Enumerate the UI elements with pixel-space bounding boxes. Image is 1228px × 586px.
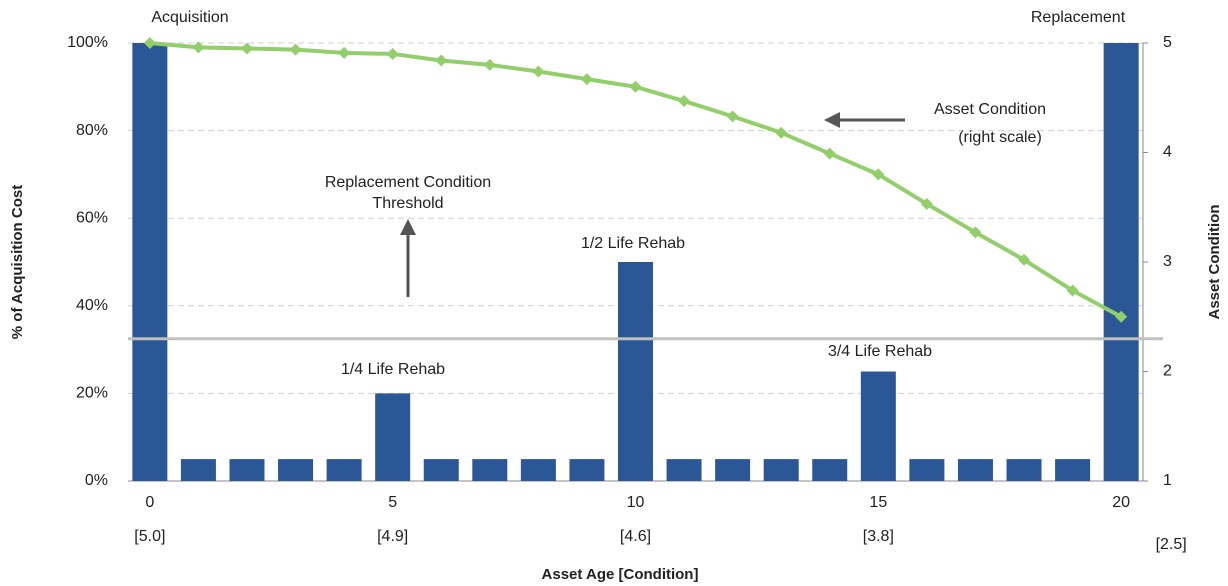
line-marker <box>1018 253 1031 266</box>
bar <box>569 459 605 481</box>
annotation: Replacement Condition <box>325 174 491 191</box>
bar <box>180 459 216 481</box>
line-marker <box>143 37 156 49</box>
y2-tick-label: 2 <box>1163 363 1172 380</box>
line-marker <box>726 110 739 123</box>
bar <box>1055 459 1091 481</box>
y-tick-label: 40% <box>76 297 108 314</box>
line-marker <box>629 80 642 93</box>
bar <box>909 459 945 481</box>
y-tick-label: 0% <box>85 472 108 489</box>
y2-tick-label: 4 <box>1163 144 1172 161</box>
line-marker <box>386 47 399 60</box>
bar <box>326 459 362 481</box>
condition-label: [4.9] <box>377 528 408 545</box>
line-marker <box>483 58 496 71</box>
condition-label: [4.6] <box>620 528 651 545</box>
annotation: Replacement <box>1031 9 1126 26</box>
bar <box>618 262 653 481</box>
line-marker <box>192 41 205 54</box>
condition-label: [5.0] <box>134 528 165 545</box>
x-axis-label: Asset Age [Condition] <box>542 566 699 583</box>
y2-tick-label: 5 <box>1163 34 1172 51</box>
y-tick-label: 80% <box>76 122 108 139</box>
line-marker <box>872 168 885 181</box>
y-tick-label: 20% <box>76 385 108 402</box>
arrow-head <box>824 112 840 128</box>
bar <box>472 459 508 481</box>
line-marker <box>435 54 448 67</box>
y-axis-label: % of Acquisition Cost <box>9 185 26 339</box>
line-marker <box>338 46 351 59</box>
arrow-head <box>400 219 416 235</box>
line-marker <box>580 73 593 86</box>
bar <box>132 43 168 481</box>
line-marker <box>289 43 302 56</box>
annotation: 1/4 Life Rehab <box>341 361 445 378</box>
bar <box>860 371 896 481</box>
line-marker <box>1066 284 1079 297</box>
bar <box>666 459 702 481</box>
bar <box>763 459 799 481</box>
bar <box>1103 43 1139 481</box>
x-tick-label: 20 <box>1112 494 1130 511</box>
y2-tick-label: 3 <box>1163 253 1172 270</box>
x-tick-label: 5 <box>388 494 397 511</box>
line-marker <box>775 126 788 139</box>
bar <box>520 459 556 481</box>
y-tick-label: 60% <box>76 209 108 226</box>
bar <box>278 459 314 481</box>
line-marker <box>920 197 933 210</box>
bar <box>715 459 751 481</box>
x-tick-label: 15 <box>869 494 887 511</box>
x-tick-label: 10 <box>627 494 645 511</box>
annotation: Acquisition <box>151 9 228 26</box>
bar <box>375 393 411 481</box>
annotation: 1/2 Life Rehab <box>581 235 685 252</box>
line-marker <box>240 42 253 55</box>
line-marker <box>823 147 836 160</box>
annotation: 3/4 Life Rehab <box>828 343 932 360</box>
condition-label: [3.8] <box>863 528 894 545</box>
bar <box>1006 459 1042 481</box>
annotation: Threshold <box>372 195 443 212</box>
y2-tick-label: 1 <box>1163 472 1172 489</box>
bar <box>423 459 459 481</box>
annotation: (right scale) <box>958 129 1042 146</box>
y-tick-label: 100% <box>67 34 108 51</box>
bar <box>812 459 848 481</box>
condition-label: [2.5] <box>1156 536 1187 553</box>
annotation: Asset Condition <box>934 101 1046 118</box>
bar <box>229 459 265 481</box>
line-marker <box>678 95 691 108</box>
line-marker <box>1115 310 1128 323</box>
line-marker <box>969 226 982 239</box>
line-marker <box>532 65 545 78</box>
y2-axis-label: Asset Condition <box>1206 205 1223 320</box>
bar <box>957 459 993 481</box>
x-tick-label: 0 <box>145 494 154 511</box>
